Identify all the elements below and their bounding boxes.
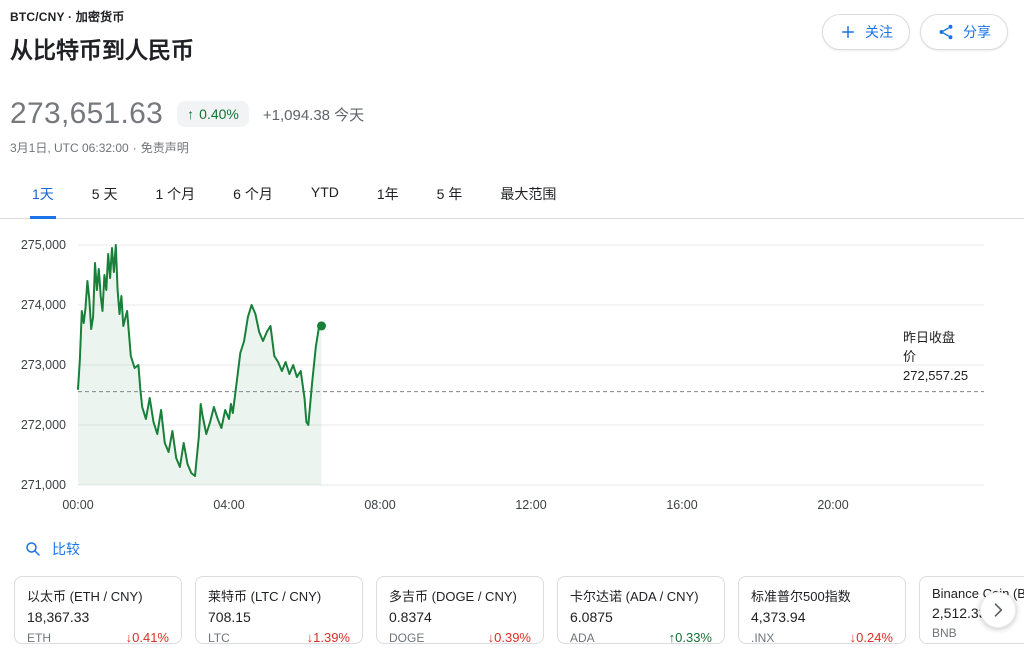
- breadcrumb: BTC/CNY · 加密货币: [10, 10, 125, 24]
- range-tab-2[interactable]: 5 天: [91, 186, 118, 202]
- asset-change: ↓0.39%: [487, 630, 531, 644]
- follow-button-label: 关注: [865, 24, 893, 40]
- asset-price: 0.8374: [389, 609, 432, 625]
- asset-ticker: .INX: [751, 631, 775, 644]
- asset-name: 莱特币 (LTC / CNY): [208, 589, 322, 604]
- asset-change: ↓0.24%: [849, 630, 893, 644]
- carousel-next-button[interactable]: [980, 592, 1016, 628]
- change-percent-badge: ↑ 0.40%: [177, 101, 249, 127]
- related-assets-list: 以太币 (ETH / CNY) 18,367.33 ETH ↓0.41% 莱特币 (LT…: [0, 576, 1024, 644]
- related-assets-section: 以太币 (ETH / CNY) 18,367.33 ETH ↓0.41% 莱特币 (LT…: [0, 576, 1024, 644]
- x-axis-label: 00:00: [62, 498, 93, 512]
- asset-name: 以太币 (ETH / CNY): [27, 589, 143, 604]
- asset-name: 卡尔达诺 (ADA / CNY): [570, 589, 699, 604]
- y-axis-label: 273,000: [21, 358, 66, 372]
- y-axis-label: 274,000: [21, 298, 66, 312]
- asset-name: 标准普尔500指数: [751, 589, 851, 604]
- compare-label: 比较: [52, 541, 80, 557]
- range-tab-8[interactable]: 最大范围: [500, 186, 557, 202]
- compare-button[interactable]: 比较: [24, 539, 80, 559]
- range-tab-6[interactable]: 1年: [376, 186, 399, 202]
- related-asset-card[interactable]: 以太币 (ETH / CNY) 18,367.33 ETH ↓0.41%: [14, 576, 182, 644]
- asset-change: ↑0.33%: [668, 630, 712, 644]
- asset-ticker: ADA: [570, 631, 595, 644]
- page-header: BTC/CNY · 加密货币 从比特币到人民币 关注 分享: [0, 0, 1024, 65]
- share-button[interactable]: 分享: [920, 14, 1008, 50]
- prev-close-value: 272,557.25: [903, 368, 969, 383]
- related-asset-card[interactable]: 标准普尔500指数 4,373.94 .INX ↓0.24%: [738, 576, 906, 644]
- y-axis-label: 272,000: [21, 418, 66, 432]
- chart-canvas: 275,000 274,000 273,000 272,000 271,000 00:00…: [21, 238, 984, 512]
- asset-ticker: BNB: [932, 626, 957, 640]
- change-percent: 0.40%: [199, 106, 239, 122]
- price-line: [77, 244, 323, 477]
- chevron-right-icon: [994, 603, 1003, 617]
- related-asset-card[interactable]: 卡尔达诺 (ADA / CNY) 6.0875 ADA ↑0.33%: [557, 576, 725, 644]
- title-block: BTC/CNY · 加密货币 从比特币到人民币: [10, 8, 194, 65]
- plus-icon: [842, 26, 854, 38]
- x-axis-label: 08:00: [364, 498, 395, 512]
- x-axis-label: 16:00: [666, 498, 697, 512]
- disclaimer-link[interactable]: 免责声明: [140, 141, 189, 155]
- prev-close-label: 昨日收盘价: [903, 330, 956, 364]
- asset-price: 18,367.33: [27, 609, 90, 625]
- asset-price: 2,512.33: [932, 605, 987, 621]
- related-asset-card[interactable]: 莱特币 (LTC / CNY) 708.15 LTC ↓1.39%: [195, 576, 363, 644]
- search-icon: [26, 542, 40, 556]
- share-icon: [939, 24, 953, 40]
- asset-price: 6.0875: [570, 609, 613, 625]
- share-button-label: 分享: [963, 24, 991, 40]
- range-tab-4[interactable]: 6 个月: [233, 186, 273, 202]
- asset-change: ↓0.41%: [125, 630, 169, 644]
- related-asset-card[interactable]: 多吉币 (DOGE / CNY) 0.8374 DOGE ↓0.39%: [376, 576, 544, 644]
- asset-ticker: ETH: [27, 631, 51, 644]
- y-axis-label: 271,000: [21, 478, 66, 492]
- x-axis-label: 12:00: [515, 498, 546, 512]
- related-assets-carousel: 以太币 (ETH / CNY) 18,367.33 ETH ↓0.41% 莱特币 (LT…: [0, 576, 1024, 644]
- prev-close-annotation: 昨日收盘价 272,557.25: [903, 328, 969, 385]
- time-range-tabs: 1天 5 天 1 个月 6 个月 YTD 1年 5 年 最大范围: [0, 180, 1024, 219]
- range-tab-3[interactable]: 1 个月: [155, 186, 196, 202]
- header-actions: 关注 分享: [822, 14, 1008, 50]
- quote-timestamp: 3月1日, UTC 06:32:00: [10, 141, 129, 155]
- asset-price: 708.15: [208, 609, 251, 625]
- asset-ticker: LTC: [208, 631, 230, 644]
- up-arrow-icon: ↑: [187, 106, 195, 122]
- range-tab-5[interactable]: YTD: [310, 184, 339, 200]
- asset-name: 多吉币 (DOGE / CNY): [389, 589, 517, 604]
- page-title: 从比特币到人民币: [10, 37, 194, 63]
- separator: ·: [132, 141, 137, 155]
- range-tab-1[interactable]: 1天: [30, 180, 56, 219]
- current-price: 273,651.63: [10, 97, 164, 130]
- follow-button[interactable]: 关注: [822, 14, 910, 50]
- x-axis-label: 04:00: [213, 498, 244, 512]
- asset-price: 4,373.94: [751, 609, 806, 625]
- asset-ticker: DOGE: [389, 631, 425, 644]
- latest-price-dot: [317, 321, 326, 331]
- x-axis-label: 20:00: [817, 498, 848, 512]
- asset-change: ↓1.39%: [306, 630, 350, 644]
- timestamp-row: 3月1日, UTC 06:32:00 · 免责声明: [0, 139, 1024, 156]
- y-axis-label: 275,000: [21, 238, 66, 252]
- quote-row: 273,651.63 ↑ 0.40% +1,094.38 今天: [0, 97, 1024, 131]
- range-tab-7[interactable]: 5 年: [436, 186, 463, 202]
- change-amount: +1,094.38 今天: [262, 106, 365, 124]
- price-chart[interactable]: 275,000 274,000 273,000 272,000 271,000 00:00…: [0, 227, 1024, 523]
- chart-area-fill: [78, 245, 322, 485]
